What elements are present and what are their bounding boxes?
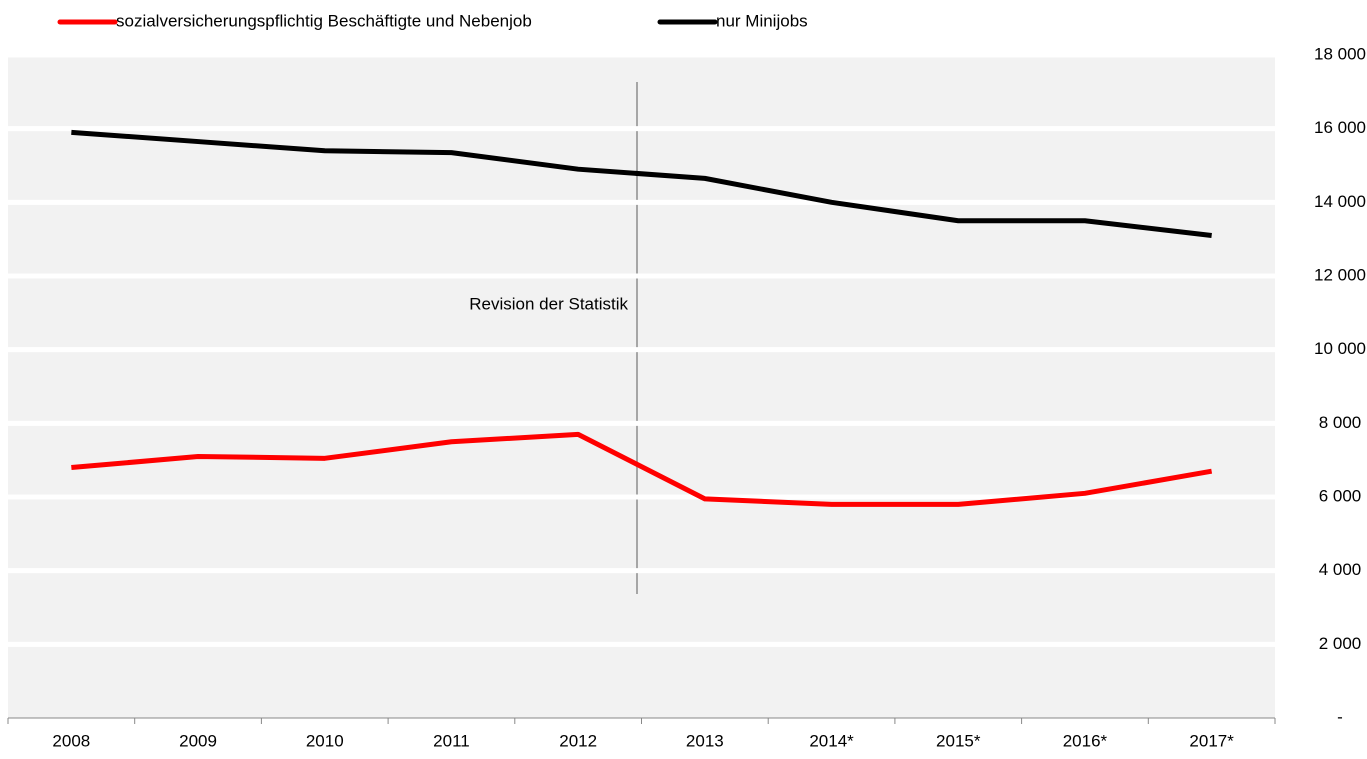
annotation: Revision der Statistik (469, 294, 628, 313)
y-tick-label: 10 000 (1314, 339, 1366, 358)
y-tick-label: 14 000 (1314, 192, 1366, 211)
x-tick-label: 2010 (306, 731, 344, 750)
series-line (71, 431, 1213, 507)
y-tick-label: 8 000 (1319, 413, 1362, 432)
y-tick-label: 2 000 (1319, 634, 1362, 653)
series-line (71, 129, 1212, 238)
y-tick-label: 18 000 (1314, 44, 1366, 63)
x-tick-label: 2009 (179, 731, 217, 750)
y-tick-label: 12 000 (1314, 265, 1366, 284)
x-tick-label: 2016* (1063, 731, 1108, 750)
x-tick-label: 2014* (809, 731, 854, 750)
x-tick-label: 2015* (936, 731, 981, 750)
y-tick-label: 4 000 (1319, 560, 1362, 579)
y-tick-label: 16 000 (1314, 118, 1366, 137)
x-tick-label: 2012 (559, 731, 597, 750)
x-tick-label: 2008 (52, 731, 90, 750)
x-tick-label: 2013 (686, 731, 724, 750)
legend-label: nur Minijobs (716, 11, 808, 30)
plot-background (8, 55, 1275, 718)
y-tick-label: 6 000 (1319, 486, 1362, 505)
x-tick-label: 2011 (433, 731, 470, 750)
y-tick-label: - (1337, 707, 1343, 726)
legend-label: sozialversicherungspflichtig Beschäftigt… (116, 11, 532, 30)
x-tick-label: 2017* (1189, 731, 1234, 750)
